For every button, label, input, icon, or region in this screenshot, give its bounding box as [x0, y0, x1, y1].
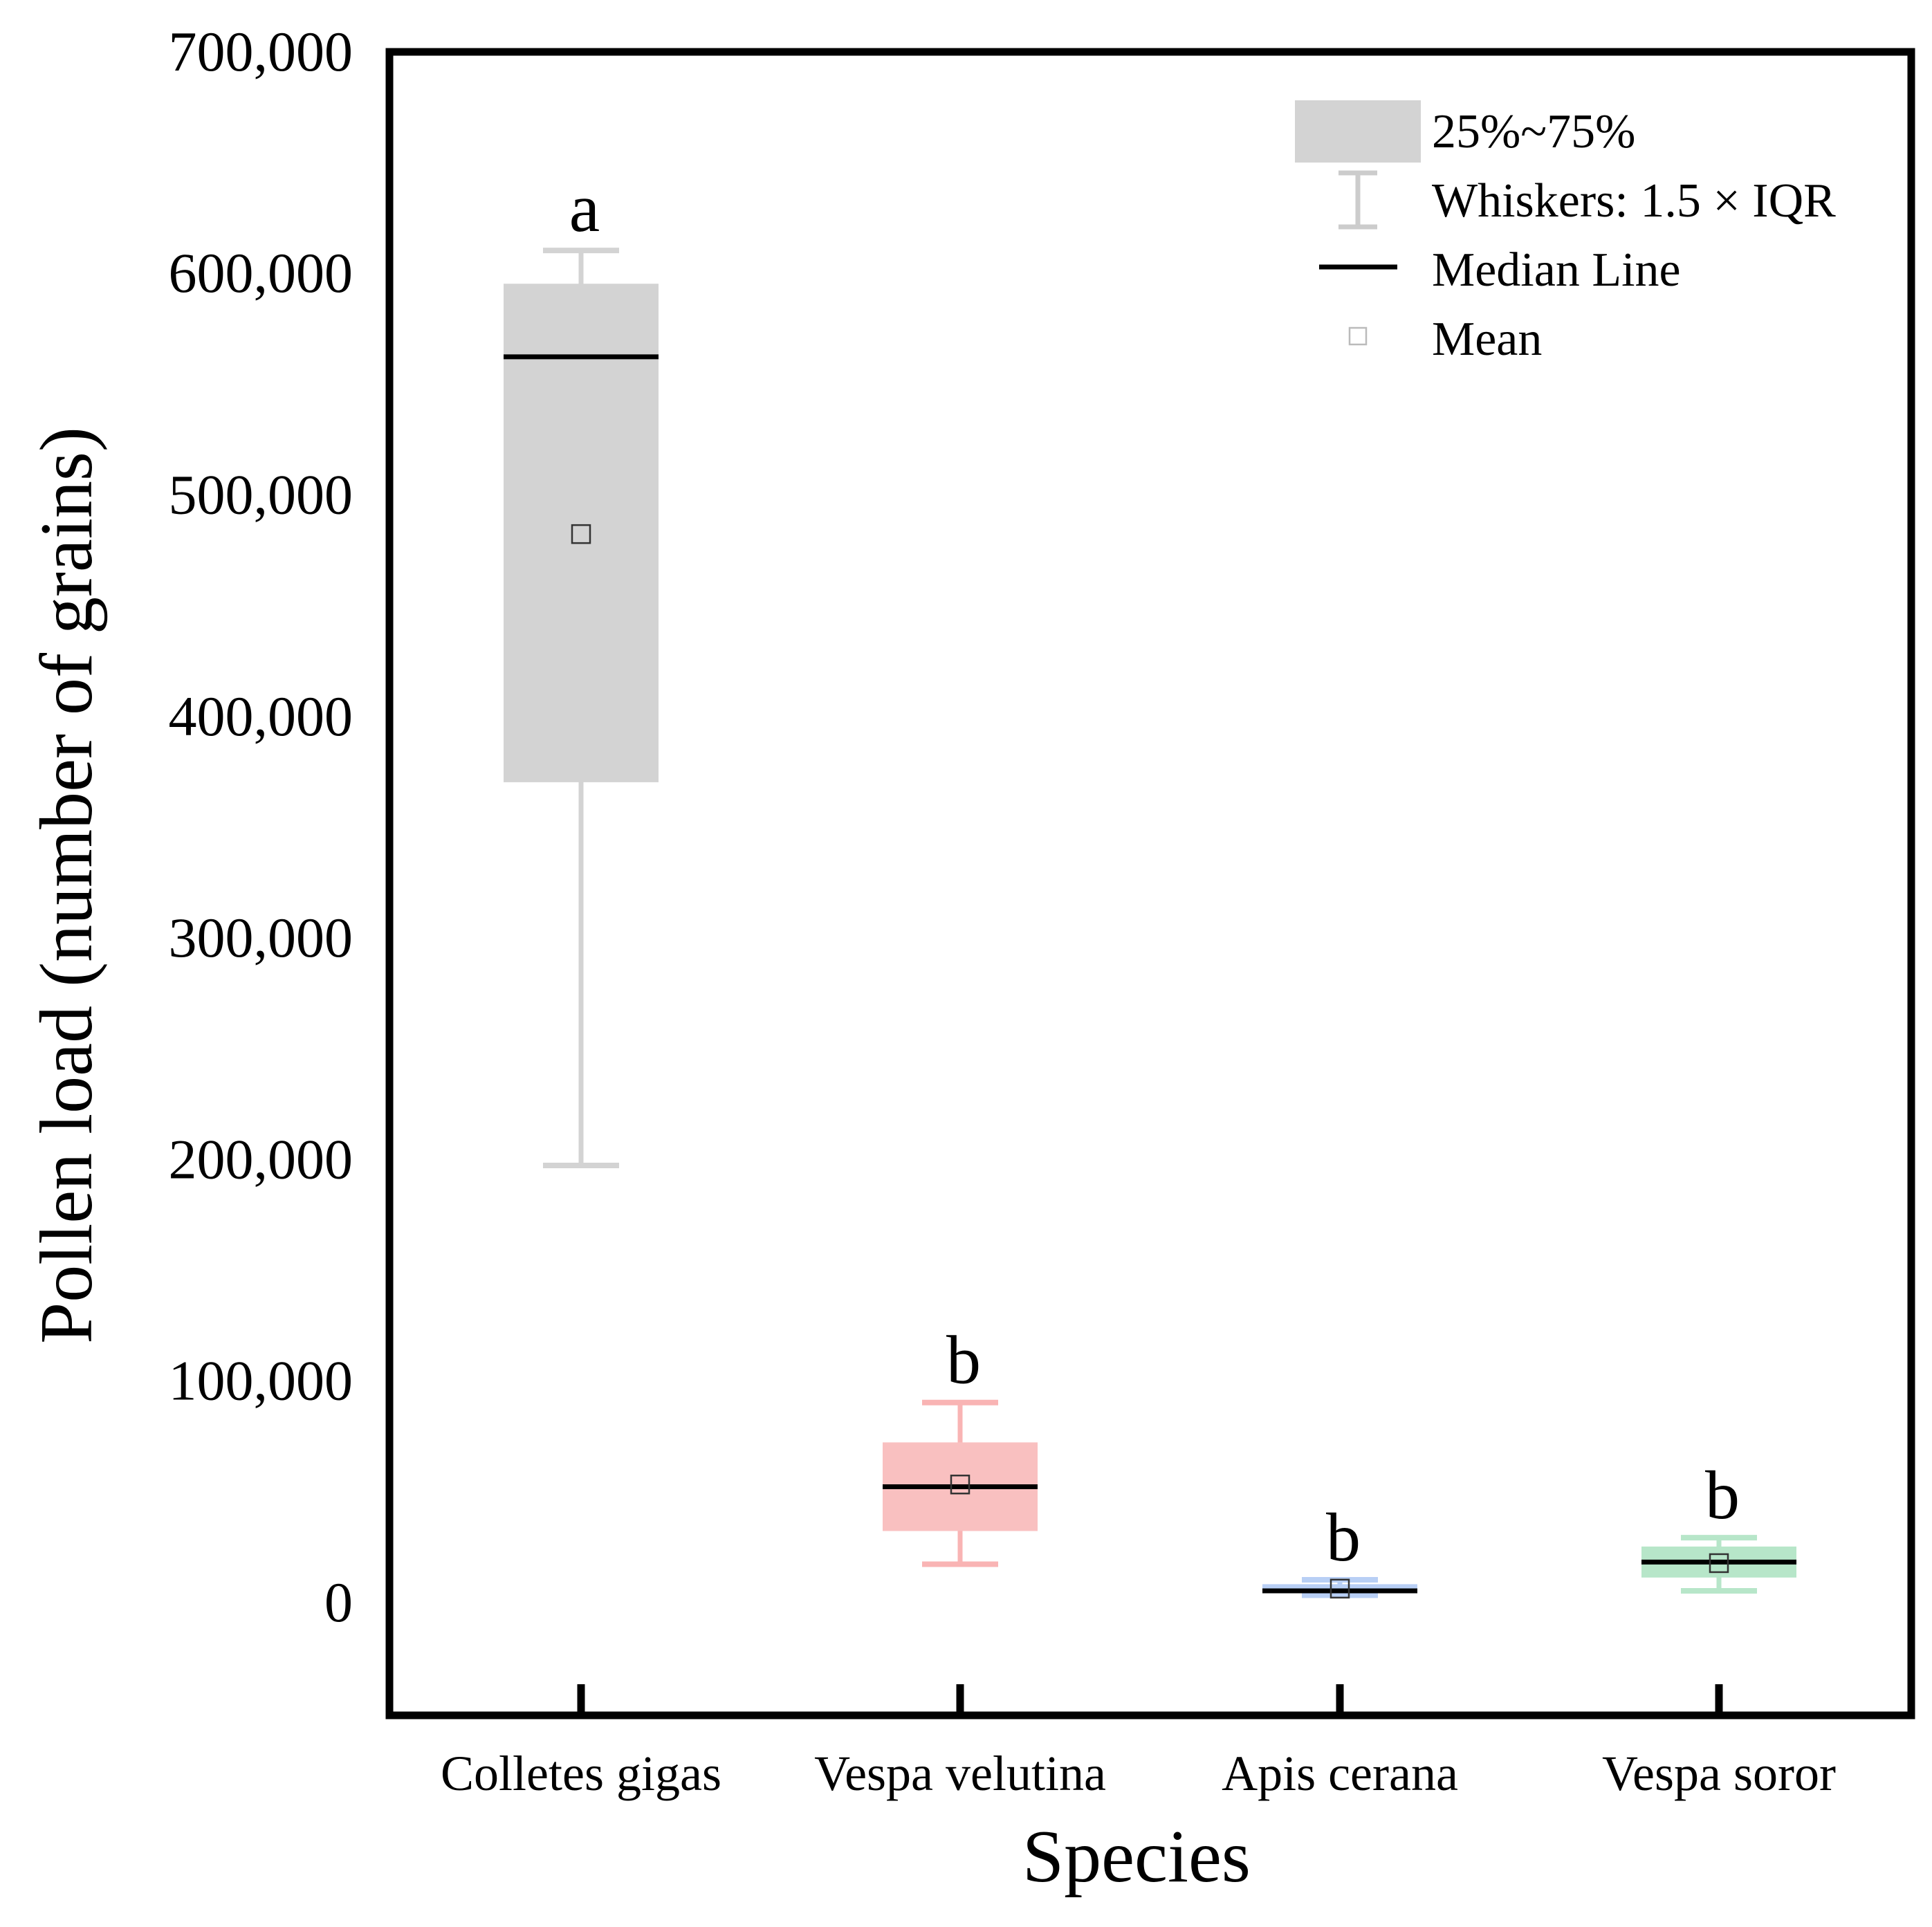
- significance-label-apis-cerana: b: [1326, 1499, 1361, 1576]
- iqr-box-colletes-gigas: [504, 284, 659, 782]
- significance-label-vespa-soror: b: [1705, 1457, 1740, 1533]
- box-group-vespa-soror: b: [1641, 1457, 1796, 1594]
- legend-swatch-box: [1295, 100, 1421, 163]
- x-tick-label-vespa-soror: Vespa soror: [1602, 1746, 1836, 1801]
- legend-label-box: 25%~75%: [1432, 105, 1636, 158]
- box-group-apis-cerana: b: [1262, 1499, 1417, 1599]
- mean-marker-vespa-velutina: [950, 1474, 970, 1495]
- axes: 0 100,000 200,000 300,000 400,000 500,000 600,…: [169, 20, 1915, 1801]
- plot-frame: [385, 48, 1915, 1719]
- legend-swatch-mean: [1348, 326, 1368, 346]
- legend-label-mean: Mean: [1432, 313, 1542, 366]
- mean-marker-apis-cerana: [1330, 1578, 1350, 1599]
- y-tick-label-700000: 700,000: [169, 20, 353, 83]
- significance-label-vespa-velutina: b: [946, 1322, 981, 1399]
- x-tick-label-colletes-gigas: Colletes gigas: [441, 1746, 721, 1801]
- y-tick-label-600000: 600,000: [169, 241, 353, 304]
- y-tick-label-400000: 400,000: [169, 685, 353, 748]
- x-tick-label-vespa-velutina: Vespa velutina: [814, 1746, 1106, 1801]
- y-tick-label-500000: 500,000: [169, 463, 353, 526]
- significance-label-colletes-gigas: a: [569, 169, 600, 246]
- plot-content: a b b b: [504, 169, 1796, 1599]
- box-group-vespa-velutina: b: [883, 1322, 1038, 1567]
- y-tick-label-100000: 100,000: [169, 1349, 353, 1412]
- y-tick-label-0: 0: [324, 1571, 353, 1634]
- mean-marker-colletes-gigas: [571, 524, 591, 544]
- x-axis-title: Species: [1022, 1816, 1251, 1898]
- box-group-colletes-gigas: a: [504, 169, 659, 1169]
- y-axis-title: Pollen load (number of grains): [26, 427, 108, 1344]
- legend-label-median: Median Line: [1432, 243, 1681, 297]
- legend: 25%~75% Whiskers: 1.5 × IQR Median Line Mea…: [1295, 100, 1836, 366]
- y-tick-label-200000: 200,000: [169, 1127, 353, 1190]
- legend-label-whisker: Whiskers: 1.5 × IQR: [1432, 174, 1836, 228]
- y-tick-label-300000: 300,000: [169, 906, 353, 969]
- mean-marker-vespa-soror: [1709, 1553, 1729, 1574]
- x-tick-label-apis-cerana: Apis cerana: [1222, 1746, 1458, 1801]
